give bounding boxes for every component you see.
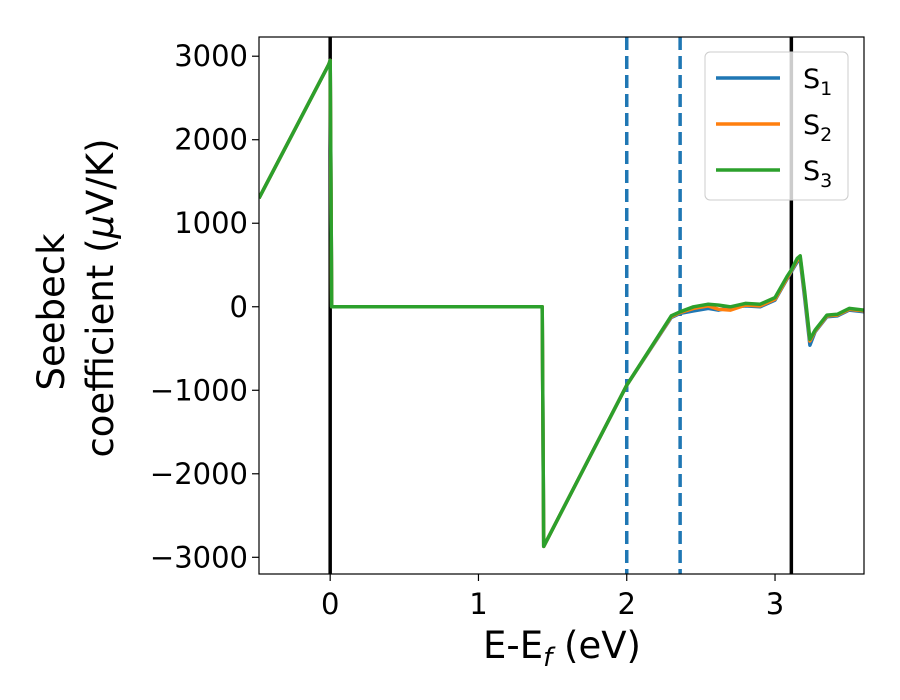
x-axis-title-main: E-E (483, 624, 543, 667)
y-tick-label-0: −3000 (150, 540, 248, 574)
legend-box (704, 51, 849, 201)
x-axis-title-unit: (eV) (552, 624, 641, 667)
legend: S1 S2 S3 (704, 51, 849, 201)
y-tick-label-4: 1000 (174, 206, 248, 240)
plot-frame (258, 36, 865, 575)
series-line-3 (259, 58, 864, 549)
y-tick-label-3: 0 (230, 290, 248, 324)
y-tick-label-2: −1000 (150, 373, 248, 407)
y-axis-title-line1: Seebeck (30, 233, 73, 391)
y-axis-title-unit: V/K) (79, 138, 122, 214)
legend-items: S1 S2 S3 (716, 64, 832, 192)
x-tick-label-2: 2 (618, 587, 636, 621)
legend-label-1: S1 (803, 64, 832, 100)
y-axis-ticks: −3000 −2000 −1000 0 1000 2000 3000 (150, 39, 259, 574)
x-tick-label-3: 3 (766, 587, 784, 621)
x-tick-label-0: 0 (321, 587, 339, 621)
y-axis-title-line2-text: coefficient ( (79, 238, 122, 457)
y-axis-title-mu: μ (79, 215, 122, 240)
legend-label-3: S3 (803, 156, 832, 192)
y-tick-label-6: 3000 (174, 39, 248, 73)
x-axis-ticks: 0 1 2 3 (321, 574, 784, 621)
x-tick-label-1: 1 (469, 587, 487, 621)
series-lines (259, 58, 864, 549)
legend-label-2: S2 (803, 110, 832, 146)
x-axis-title: E-Ef (eV) (483, 624, 641, 673)
y-tick-label-1: −2000 (150, 457, 248, 491)
y-axis-title-line2: coefficient (μV/K) (79, 138, 122, 457)
y-tick-label-5: 2000 (174, 123, 248, 157)
